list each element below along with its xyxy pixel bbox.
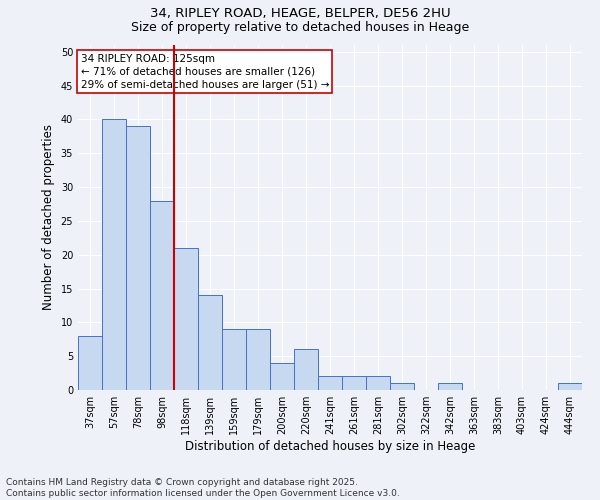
Y-axis label: Number of detached properties: Number of detached properties xyxy=(42,124,55,310)
Bar xyxy=(390,383,414,390)
Text: Size of property relative to detached houses in Heage: Size of property relative to detached ho… xyxy=(131,21,469,34)
Bar xyxy=(150,200,174,390)
Bar xyxy=(438,383,462,390)
Bar xyxy=(174,248,198,390)
Bar xyxy=(366,376,390,390)
Bar xyxy=(270,363,294,390)
Bar xyxy=(558,383,582,390)
Bar xyxy=(102,120,126,390)
Bar xyxy=(78,336,102,390)
Bar xyxy=(342,376,366,390)
Bar xyxy=(294,350,318,390)
X-axis label: Distribution of detached houses by size in Heage: Distribution of detached houses by size … xyxy=(185,440,475,453)
Bar xyxy=(246,329,270,390)
Bar xyxy=(318,376,342,390)
Text: Contains HM Land Registry data © Crown copyright and database right 2025.
Contai: Contains HM Land Registry data © Crown c… xyxy=(6,478,400,498)
Bar xyxy=(198,296,222,390)
Text: 34 RIPLEY ROAD: 125sqm
← 71% of detached houses are smaller (126)
29% of semi-de: 34 RIPLEY ROAD: 125sqm ← 71% of detached… xyxy=(80,54,329,90)
Bar xyxy=(222,329,246,390)
Bar xyxy=(126,126,150,390)
Text: 34, RIPLEY ROAD, HEAGE, BELPER, DE56 2HU: 34, RIPLEY ROAD, HEAGE, BELPER, DE56 2HU xyxy=(149,8,451,20)
